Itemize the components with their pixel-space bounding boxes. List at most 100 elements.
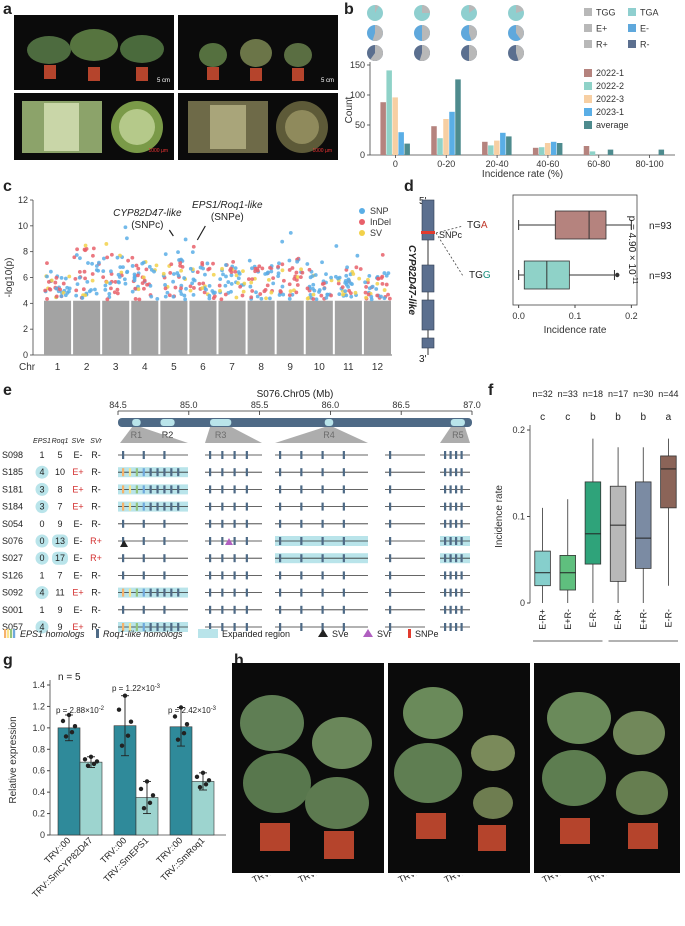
legend-label: Expanded region <box>222 629 290 639</box>
bar-series <box>380 70 665 155</box>
bar <box>386 70 392 155</box>
p-value: p = 1.22×10-3 <box>112 684 161 693</box>
x-tick-label: 0.1 <box>569 311 582 321</box>
chromosome-label: 4 <box>142 362 148 373</box>
svr-status: R- <box>91 570 101 580</box>
eps1-count: 1 <box>39 605 44 615</box>
eps1-count: 3 <box>39 484 44 494</box>
sig-letter: b <box>615 412 621 423</box>
panel-letter-a: a <box>3 1 12 18</box>
legend-label: Roq1-like homologs <box>103 629 183 639</box>
y-axis-label: Count <box>344 96 355 123</box>
bar <box>398 132 404 155</box>
roq1-count: 7 <box>57 570 62 580</box>
sve-status: E+ <box>72 502 83 512</box>
chromosome-bar <box>118 418 472 427</box>
svr-status: R+ <box>90 553 102 563</box>
y-tick-label: 100 <box>350 90 365 100</box>
group-label: E-R+ <box>613 609 623 630</box>
region-marker <box>160 419 175 426</box>
x-tick-label: 0.2 <box>625 311 638 321</box>
y-axis-label: Relative expression <box>8 716 19 803</box>
bar <box>455 79 461 155</box>
region-marker <box>132 419 141 426</box>
legend-dot <box>359 230 365 236</box>
sve-status: E+ <box>72 484 83 494</box>
photo-plants-right: 5 cm <box>178 15 338 90</box>
pie-slice <box>469 45 477 61</box>
box <box>554 210 607 240</box>
bar <box>506 136 512 155</box>
legend-swatch <box>584 82 592 90</box>
bar <box>556 143 563 155</box>
sve-status: E+ <box>72 588 83 598</box>
sig-letter: a <box>666 412 672 423</box>
sve-status: E+ <box>72 622 83 632</box>
chart-f: 0 0.1 0.2 Incidence rate n=32 c E-R+ n=33 c E+R-… <box>494 389 679 642</box>
legend-label: SV <box>370 228 382 238</box>
eps1-count: 4 <box>39 622 44 632</box>
pie-slice <box>419 45 430 61</box>
eps1-count: 0 <box>39 519 44 529</box>
legend-swatch <box>584 108 592 116</box>
photo-trv-eps1 <box>388 663 530 873</box>
bar <box>79 761 103 836</box>
panel-letter-g: g <box>3 652 13 669</box>
bar <box>607 149 614 155</box>
photo-label: TRV::00 <box>251 875 285 885</box>
exon <box>421 264 435 293</box>
roq1-count: 9 <box>57 605 62 615</box>
photo-label: TRV::SmCYP82D47 <box>297 875 375 885</box>
group-label: E-R- <box>663 609 673 628</box>
roq1-count: 5 <box>57 450 62 460</box>
x-axis-label: Chr <box>19 362 36 373</box>
legend-label: 2022-3 <box>596 94 624 104</box>
bar <box>532 147 539 155</box>
column-header: EPS1 <box>33 438 51 445</box>
zoom-wedge <box>275 427 368 443</box>
roq1-count: 10 <box>55 467 65 477</box>
group-label: E-R- <box>588 609 598 628</box>
scale-label: 1000 µm <box>148 148 168 154</box>
region-marker <box>210 419 232 426</box>
y-tick-label: 0.1 <box>512 512 525 522</box>
chromosome-label: 9 <box>287 362 293 373</box>
region-label: R2 <box>162 430 174 440</box>
snp-label: SNPc <box>439 230 463 240</box>
bar <box>500 132 506 155</box>
locus-tick: 86.0 <box>322 400 340 410</box>
group-n: n=30 <box>633 389 653 399</box>
scale-label: 1000 µm <box>312 148 332 154</box>
pie-grid <box>367 5 524 61</box>
pie-slice <box>516 25 524 40</box>
sample-id: S076 <box>2 536 23 546</box>
pie-legend-label: TGA <box>640 8 659 18</box>
legend-label: EPS1 homologs <box>20 629 85 639</box>
group-label: E+R- <box>638 609 648 630</box>
panel-letter-f: f <box>488 382 494 399</box>
scale-label: 5 cm <box>320 78 334 84</box>
legend-label: SVe <box>332 629 349 639</box>
photo-trv-cyp <box>232 663 384 873</box>
pie-slice <box>375 5 379 13</box>
svr-marker <box>225 538 233 545</box>
panel-letter-b: b <box>344 1 354 18</box>
exon <box>421 199 435 241</box>
bar <box>658 149 665 155</box>
pie-slice <box>422 5 430 13</box>
roq1-count: 8 <box>57 484 62 494</box>
eps1-count: 0 <box>39 553 44 563</box>
bar <box>443 119 449 155</box>
y-tick-label: 12 <box>18 195 28 205</box>
zoom-wedge <box>205 427 262 443</box>
scale-label: 5 cm <box>156 78 170 84</box>
pie-legend-label: R- <box>640 40 650 50</box>
x-tick-label: 40-60 <box>536 159 559 169</box>
sample-id: S185 <box>2 467 23 477</box>
eps1-count: 4 <box>39 588 44 598</box>
sample-id: S001 <box>2 605 23 615</box>
locus-axis: S076.Chr05 (Mb) 84.5 85.0 85.5 86.0 86.5 87.0 R… <box>33 389 481 445</box>
n-tga: n=93 <box>649 221 672 232</box>
